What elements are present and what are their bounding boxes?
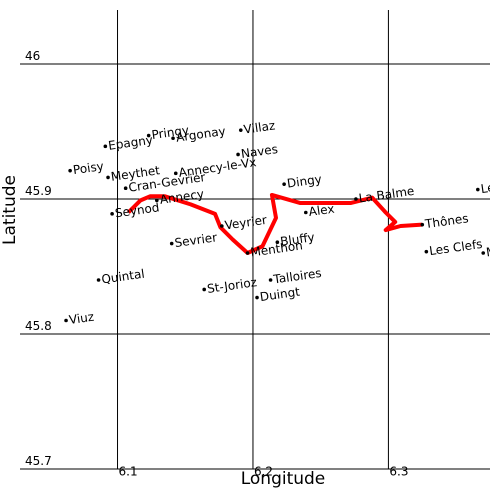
x-tick-label: 6.1 <box>119 465 138 479</box>
place-label: Quintal <box>101 267 146 287</box>
place-label: Naves <box>240 142 279 161</box>
place-marker <box>123 186 128 190</box>
plot-area: 6.1 6.2 6.3 45.7 45.8 45.9 46 Villaz PringyEpagn… <box>20 10 500 479</box>
place-label: Sevrier <box>174 230 218 250</box>
place-label: Meythet <box>110 163 161 184</box>
x-axis-label: Longitude <box>241 469 326 489</box>
place-marker <box>169 241 174 246</box>
y-tick-label: 45.8 <box>25 319 52 333</box>
x-tick-label: 6.2 <box>254 465 273 479</box>
place-marker <box>255 295 259 300</box>
place-marker <box>110 212 114 216</box>
y-tick-label: 45.9 <box>25 184 52 198</box>
place-label: Alex <box>308 202 336 219</box>
place-marker <box>64 318 68 323</box>
place-marker <box>220 224 224 228</box>
place-marker <box>424 249 429 254</box>
place-marker <box>303 210 308 215</box>
place-label: Seynod <box>114 200 160 220</box>
y-axis-label: Latitude <box>0 175 20 245</box>
place-label: Poisy <box>72 159 104 177</box>
place-marker <box>236 152 240 157</box>
place-marker <box>238 128 243 132</box>
place-marker <box>96 278 101 282</box>
x-tick-label: 6.3 <box>389 465 408 479</box>
place-label: Veyrier <box>224 213 268 233</box>
y-tick-label: 46 <box>25 49 40 63</box>
place-marker <box>103 144 108 149</box>
place-label: Les Villards <box>480 173 500 196</box>
place-marker <box>245 251 250 255</box>
place-label: Viuz <box>68 310 95 327</box>
place-marker <box>275 240 280 244</box>
place-marker <box>146 133 151 138</box>
place-label: Talloires <box>272 266 323 287</box>
place-marker <box>354 197 358 201</box>
place-marker <box>420 222 425 227</box>
place-label: Villaz <box>243 118 276 136</box>
place-marker <box>173 171 178 176</box>
place-marker <box>481 251 486 255</box>
place-label: Duingt <box>259 285 301 304</box>
place-marker <box>155 198 159 203</box>
place-label: Epagny <box>107 133 153 153</box>
place-label: Bluffy <box>279 230 315 249</box>
place-label: Annecy <box>159 187 205 207</box>
place-label: Pringy <box>151 123 190 142</box>
place-label: Dingy <box>286 172 323 191</box>
place-marker <box>171 136 175 141</box>
place-label: Argonay <box>175 124 226 145</box>
place-label: Manigod <box>485 239 500 260</box>
route-line <box>126 192 423 255</box>
place-marker <box>282 182 286 186</box>
place-marker <box>476 187 480 192</box>
place-label: La Balme <box>358 184 415 206</box>
place-label: Les Clefs <box>428 237 483 258</box>
place-label: Menthon <box>250 238 304 259</box>
place-marker <box>268 278 273 282</box>
place-label: Thônes <box>423 211 469 231</box>
place-label: St-Jorioz <box>206 275 258 296</box>
place-marker <box>68 168 72 173</box>
place-marker <box>106 175 110 180</box>
place-marker <box>202 287 207 292</box>
y-tick-label: 45.7 <box>25 454 52 468</box>
